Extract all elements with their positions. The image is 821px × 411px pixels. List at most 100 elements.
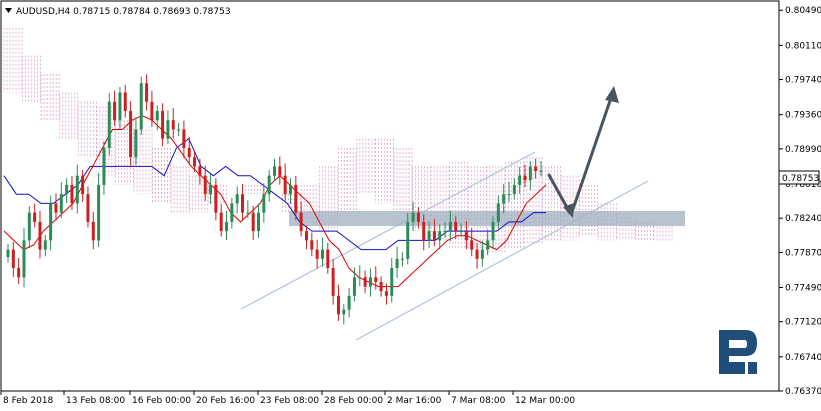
y-tick-label: 0.79740 [785,76,821,86]
candle-body [118,92,122,121]
menu-triangle-icon[interactable] [5,8,12,13]
y-tick-label: 0.79360 [785,111,821,121]
candle-body [182,129,186,148]
candle-body [251,212,255,232]
candle-body [523,175,527,181]
y-tick-label: 0.77490 [785,283,821,293]
y-tick-label: 0.78990 [785,145,821,155]
candle-body [278,166,282,176]
candle-body [390,268,394,296]
candle-body [65,184,69,195]
candle-body [400,258,404,260]
candle-body [518,175,522,185]
candle-body [347,295,351,310]
candle-body [171,120,175,130]
candle-body [507,194,511,196]
candle-body [310,240,314,250]
candle-body [379,281,383,292]
candle-body [288,184,292,195]
roboforex-logo-icon [714,329,758,375]
candle-body [219,212,223,232]
candle-body [38,221,42,250]
candle-body [411,212,415,222]
candle-body [123,92,127,111]
candle-body [496,203,500,222]
candle-body [320,249,324,259]
y-tick-label: 0.78240 [785,214,821,224]
candle-body [512,184,516,195]
x-tick-label: 8 Feb 2018 [3,396,54,406]
x-axis: 8 Feb 2018 13 Feb 08:00 16 Feb 00:00 20 Feb… [0,391,575,406]
candle-body [454,221,458,232]
chart-header: AUDUSD,H4 0.78715 0.78784 0.78693 0.7875… [5,7,231,17]
candle-body [81,175,85,195]
candle-body [230,203,234,222]
candle-body [480,249,484,259]
candle-body [49,203,53,241]
candle-body [155,110,159,121]
price-tag-value: 0.78753 [782,174,819,184]
candle-body [406,221,410,259]
rising-channel [240,151,649,341]
candle-body [107,101,111,148]
y-tick-label: 0.77870 [785,248,821,258]
candle-body [75,175,79,204]
candle-body [187,147,191,158]
candle-body [198,166,202,176]
candle-body [27,212,31,241]
candlestick-series [6,74,543,325]
candle-body [304,231,308,241]
candle-body [257,212,261,232]
candle-body [374,277,378,282]
candle-body [43,240,47,250]
candle-body [70,184,74,204]
y-tick-label: 0.76740 [785,353,821,363]
candle-body [150,101,154,121]
candle-body [193,157,197,167]
x-tick-label: 23 Feb 08:00 [260,396,319,406]
candle-body [203,175,207,195]
y-axis: 0.80490 0.80110 0.79740 0.79360 0.78990 0.786… [779,6,821,397]
x-tick-label: 12 Mar 00:00 [515,396,575,406]
candle-body [432,231,436,241]
y-tick-label: 0.78610 [785,180,821,190]
candle-body [384,291,388,296]
candle-body [342,309,346,315]
candle-body [59,194,63,213]
candle-body [267,175,271,195]
plot-area[interactable] [0,0,780,392]
x-tick-label: 7 Mar 08:00 [451,396,506,406]
candle-body [491,221,495,241]
symbol-ohlc-text: AUDUSD,H4 0.78715 0.78784 0.78693 0.7875… [16,7,231,17]
candle-body [225,221,229,232]
candle-body [6,249,10,257]
candle-body [145,83,149,102]
candle-body [315,249,319,259]
candle-body [91,221,95,241]
candle-body [331,268,335,296]
candle-body [17,268,21,278]
candle-body [336,295,340,315]
candle-body [416,212,420,222]
candle-body [299,212,303,232]
candle-body [241,194,245,213]
y-tick-label: 0.80490 [785,6,821,16]
y-tick-label: 0.80110 [785,41,821,51]
candle-body [235,194,239,204]
candle-body [459,231,463,233]
candle-body [11,249,15,269]
candle-body [283,175,287,195]
candle-body [368,277,372,287]
candle-body [86,194,90,222]
x-tick-label: 20 Feb 16:00 [196,396,255,406]
candle-body [246,212,250,214]
candle-body [486,240,490,250]
candle-body [166,120,170,139]
current-price-tag: 0.78753 [778,170,820,185]
candle-body [273,166,276,176]
candle-body [539,171,543,173]
forecast-arrows [547,86,619,218]
candle-body [448,221,452,232]
x-tick-label: 13 Feb 08:00 [66,396,125,406]
